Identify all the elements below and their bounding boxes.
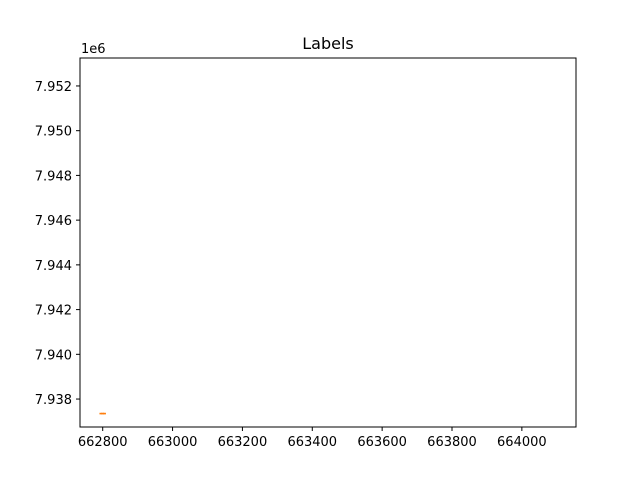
y-tick-label: 7.942 [35,304,72,319]
x-axis: 662800 663000 663200 663400 663600 663800 6640… [78,427,547,450]
chart-title: Labels [302,34,354,53]
y-tick-label: 7.938 [35,393,72,408]
x-tick-label: 663800 [427,435,477,450]
x-tick-label: 664000 [497,435,547,450]
y-tick-label: 7.952 [35,80,72,95]
y-axis: 7.938 7.940 7.942 7.944 7.946 7.948 7.950 7.952 [35,80,80,408]
x-tick-label: 663200 [218,435,268,450]
x-tick-label: 663600 [357,435,407,450]
y-axis-offset-text: 1e6 [81,42,106,57]
y-tick-label: 7.950 [35,125,72,140]
x-tick-label: 662800 [78,435,128,450]
y-tick-label: 7.948 [35,169,72,184]
x-tick-label: 663400 [287,435,337,450]
x-tick-label: 663000 [148,435,198,450]
y-tick-label: 7.944 [35,259,72,274]
plot-frame [79,57,577,428]
y-tick-label: 7.940 [35,348,72,363]
y-tick-label: 7.946 [35,214,72,229]
